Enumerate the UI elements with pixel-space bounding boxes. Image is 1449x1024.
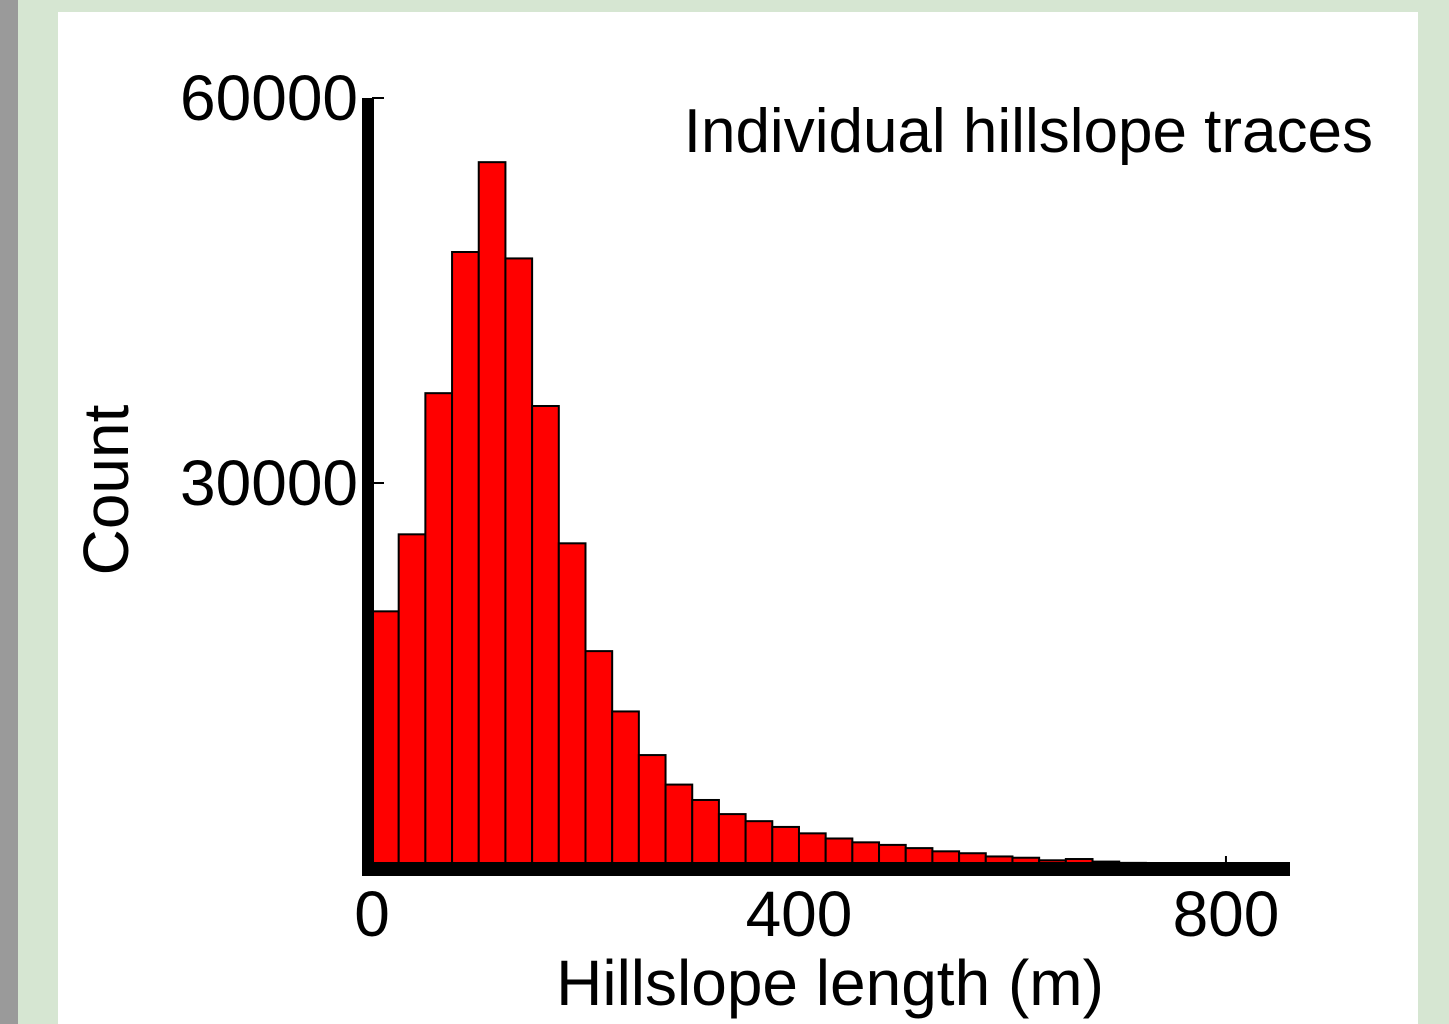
bar [531,405,560,869]
bar [744,820,774,869]
y-tick-label: 60000 [180,62,358,134]
bar [557,542,587,869]
x-axis-label: Hillslope length (m) [556,947,1104,1019]
bar [584,650,614,869]
bar [717,813,747,869]
x-tick-label: 800 [1173,878,1280,950]
bar [664,783,694,869]
bar [477,161,507,869]
x-tick-label: 0 [354,878,390,950]
bar [771,825,800,870]
bar [504,257,534,869]
chart-title: Individual hillslope traces [684,97,1373,166]
bar [397,533,427,869]
y-tick-label: 30000 [180,447,358,519]
bar [451,251,480,869]
bar [424,392,454,869]
bar [691,798,720,870]
bar [637,754,667,869]
bar [371,610,400,869]
side-strip [0,0,18,1024]
x-tick-label: 400 [746,878,853,950]
y-axis-label: Count [70,404,142,575]
bar [611,710,640,870]
